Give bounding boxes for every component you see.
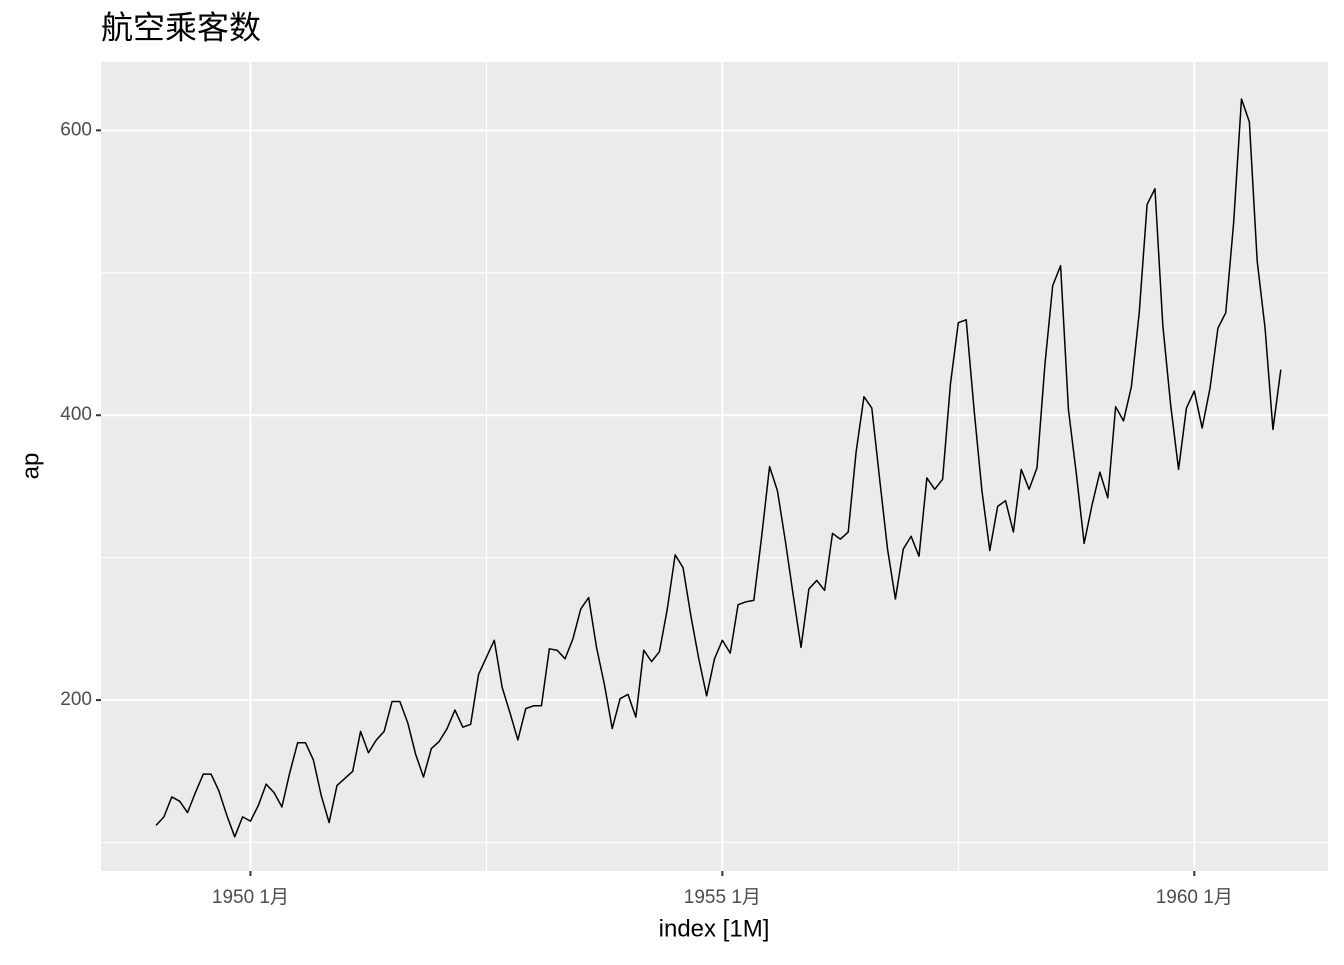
plot (155, 98, 1282, 838)
x-axis-title: index [1M] (659, 915, 770, 942)
x-tick-label: 1955 1月 (684, 887, 761, 908)
y-axis-title: ap (17, 453, 44, 480)
x-tick-label: 1960 1月 (1156, 887, 1233, 908)
panel (101, 62, 1328, 871)
x-tick-label: 1950 1月 (212, 887, 289, 908)
line (155, 98, 1282, 838)
grid (101, 62, 1328, 871)
y-tick-label: 600 (60, 119, 92, 140)
y-tick-label: 200 (60, 689, 92, 710)
chart-title: 航空乘客数 (101, 9, 261, 47)
y-tick-label: 400 (60, 404, 92, 425)
